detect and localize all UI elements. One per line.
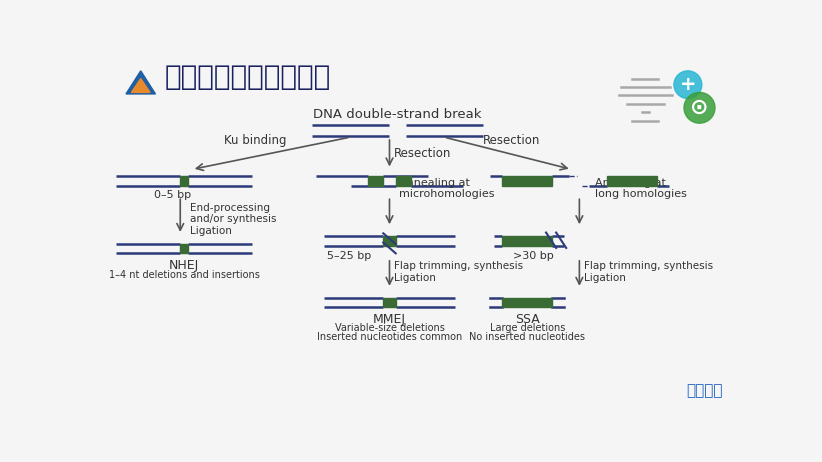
Bar (382, 241, 396, 246)
Bar (502, 298, 552, 303)
Bar (180, 249, 188, 253)
Bar (502, 181, 552, 186)
Text: Inserted nucleotides common: Inserted nucleotides common (316, 332, 462, 342)
Bar (382, 237, 396, 241)
Text: Annealing at
microhomologies: Annealing at microhomologies (399, 178, 494, 200)
Text: No inserted nucleotides: No inserted nucleotides (469, 332, 585, 342)
Bar (180, 176, 188, 181)
Text: NHEJ: NHEJ (169, 260, 199, 273)
Text: End-processing
and/or synthesis
Ligation: End-processing and/or synthesis Ligation (191, 202, 277, 236)
Text: Ku binding: Ku binding (224, 134, 287, 147)
Bar (395, 181, 411, 186)
Text: Resection: Resection (394, 147, 450, 160)
Text: +: + (680, 75, 696, 94)
Bar (502, 241, 552, 246)
Bar (367, 181, 383, 186)
Text: 络绎知图: 络绎知图 (686, 383, 723, 398)
Bar (607, 181, 657, 186)
Text: ⊙: ⊙ (690, 98, 709, 118)
Text: Large deletions: Large deletions (490, 323, 566, 334)
Text: Annealing at
long homologies: Annealing at long homologies (595, 178, 686, 200)
Bar (382, 298, 396, 303)
Circle shape (684, 92, 715, 123)
Bar (180, 181, 188, 186)
Text: 0–5 bp: 0–5 bp (154, 190, 191, 200)
Text: Flap trimming, synthesis
Ligation: Flap trimming, synthesis Ligation (395, 261, 524, 283)
Text: DNA double-strand break: DNA double-strand break (313, 108, 482, 121)
Polygon shape (126, 71, 155, 94)
Circle shape (674, 71, 702, 98)
Bar (382, 303, 396, 307)
Bar (367, 176, 383, 181)
Text: 5–25 bp: 5–25 bp (327, 251, 372, 261)
Text: Flap trimming, synthesis
Ligation: Flap trimming, synthesis Ligation (584, 261, 713, 283)
Text: Resection: Resection (483, 134, 540, 147)
Bar (502, 176, 552, 181)
Bar (502, 237, 552, 241)
Bar (180, 244, 188, 249)
Bar (607, 176, 657, 181)
Text: 1–4 nt deletions and insertions: 1–4 nt deletions and insertions (109, 269, 260, 280)
Text: SSA: SSA (515, 313, 540, 326)
Text: 非同源修复的三种途径: 非同源修复的三种途径 (164, 63, 331, 91)
Text: Variable-size deletions: Variable-size deletions (335, 323, 445, 334)
Bar (395, 176, 411, 181)
Text: >30 bp: >30 bp (512, 251, 553, 261)
Bar (502, 303, 552, 307)
Polygon shape (132, 79, 150, 92)
Text: MMEJ: MMEJ (373, 313, 406, 326)
